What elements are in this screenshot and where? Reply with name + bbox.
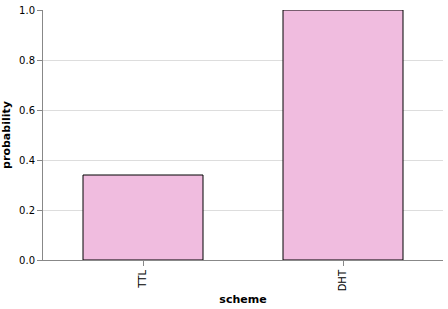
- svg-text:0.6: 0.6: [19, 105, 35, 116]
- svg-text:probability: probability: [0, 101, 13, 169]
- svg-text:0.8: 0.8: [19, 55, 35, 66]
- svg-text:1.0: 1.0: [19, 5, 35, 16]
- svg-text:TTL: TTL: [137, 270, 148, 289]
- svg-text:0.2: 0.2: [19, 205, 35, 216]
- svg-text:DHT: DHT: [337, 269, 348, 291]
- svg-text:0.0: 0.0: [19, 255, 35, 266]
- svg-text:0.4: 0.4: [19, 155, 35, 166]
- svg-text:scheme: scheme: [219, 293, 266, 306]
